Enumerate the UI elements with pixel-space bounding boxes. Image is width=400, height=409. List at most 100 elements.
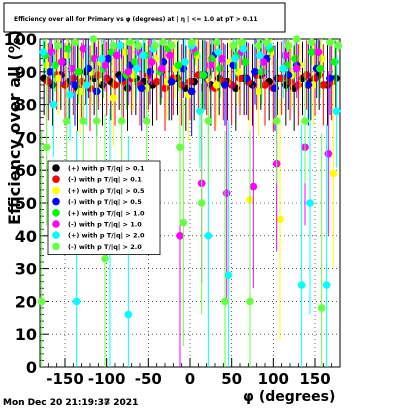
data-point — [62, 117, 71, 125]
data-point — [277, 74, 286, 83]
data-point — [84, 64, 93, 73]
y-tick-label: 50 — [15, 194, 37, 213]
legend-marker — [52, 175, 60, 183]
legend-box — [47, 160, 161, 255]
data-point — [236, 74, 244, 83]
data-point — [187, 38, 196, 47]
data-point — [284, 71, 293, 79]
data-point — [176, 143, 184, 152]
data-point — [121, 48, 129, 56]
data-point — [101, 254, 109, 263]
data-point — [234, 68, 243, 76]
data-point — [181, 58, 189, 66]
data-point — [199, 71, 208, 79]
data-point — [157, 64, 166, 73]
data-point — [176, 232, 184, 240]
data-point — [257, 68, 266, 76]
data-point — [92, 117, 101, 125]
y-tick-label: 30 — [15, 260, 37, 279]
data-point — [324, 150, 333, 158]
data-point — [104, 54, 113, 63]
x-tick-label: 100 — [258, 370, 289, 388]
data-point — [167, 41, 176, 50]
data-point — [291, 54, 299, 63]
timestamp-b: Mon Dec 20 21:19:38 2021 — [3, 398, 138, 408]
data-point — [134, 41, 143, 50]
data-point — [196, 107, 204, 115]
legend-marker — [52, 197, 60, 206]
data-point — [307, 38, 316, 47]
data-point — [72, 297, 81, 306]
data-point — [69, 74, 78, 83]
data-point — [124, 310, 133, 319]
y-axis-label: Efficiency over all (%) — [5, 30, 24, 225]
data-point — [246, 297, 254, 306]
data-point — [49, 100, 58, 109]
data-point — [146, 68, 154, 76]
data-point — [329, 169, 338, 178]
legend-label: (-) with p T/|q| > 0.1 — [68, 176, 142, 185]
y-tick-label: 80 — [15, 96, 37, 115]
data-point — [67, 64, 76, 73]
data-point — [204, 117, 213, 125]
data-point — [207, 54, 216, 63]
data-point — [197, 199, 206, 207]
legend-label: (+) with p T/|q| > 0.5 — [68, 187, 145, 196]
data-point — [254, 87, 263, 96]
data-point — [159, 38, 168, 47]
data-point — [316, 64, 324, 73]
data-point — [71, 81, 79, 89]
data-point — [212, 81, 221, 89]
y-tick-label: 0 — [26, 358, 37, 377]
data-point — [302, 71, 311, 79]
data-point — [326, 74, 334, 83]
data-point — [239, 45, 248, 53]
data-point — [66, 90, 74, 99]
x-tick-label: -50 — [135, 370, 162, 388]
data-point — [231, 54, 239, 63]
data-point — [64, 45, 73, 53]
data-point — [284, 41, 293, 50]
data-point — [177, 81, 186, 89]
data-point — [332, 107, 341, 115]
data-point — [46, 68, 54, 76]
legend-marker — [52, 186, 60, 195]
data-point — [101, 61, 109, 70]
data-point — [229, 41, 238, 50]
legend-marker — [52, 209, 60, 217]
data-point — [186, 77, 194, 86]
data-point — [167, 77, 176, 86]
data-point — [227, 81, 236, 89]
data-point — [89, 35, 98, 43]
data-point — [271, 84, 279, 92]
y-tick-label: 70 — [15, 128, 37, 147]
y-tick-label: 20 — [15, 292, 37, 311]
data-point — [237, 38, 246, 47]
data-point — [256, 51, 264, 60]
data-point — [62, 51, 71, 60]
data-point — [311, 74, 319, 83]
data-point — [294, 81, 303, 89]
x-tick-label: 50 — [221, 370, 242, 388]
legend-layer: (+) with p T/|q| > 0.1 (-) with p T/|q| >… — [47, 160, 161, 255]
data-point — [301, 117, 309, 125]
data-point — [222, 189, 231, 197]
data-point — [54, 74, 63, 83]
data-point — [221, 81, 229, 89]
axis-layer: 0 10 20 30 40 50 60 70 80 90 100 -150 -100 -50 0 50 100 1… — [4, 30, 341, 388]
data-point — [123, 84, 132, 92]
data-point — [221, 297, 229, 306]
data-point — [151, 41, 159, 50]
data-point — [251, 68, 259, 76]
data-point — [139, 51, 148, 60]
data-point — [204, 232, 213, 240]
data-point — [276, 215, 284, 224]
y-tick-label: 60 — [15, 161, 37, 180]
data-point — [319, 81, 328, 89]
data-point — [126, 38, 134, 47]
title-box: Efficiency over all for Primary vs φ (de… — [3, 2, 286, 33]
data-point — [272, 117, 281, 125]
data-point — [117, 117, 126, 125]
data-point — [261, 81, 269, 89]
data-point — [254, 41, 263, 50]
